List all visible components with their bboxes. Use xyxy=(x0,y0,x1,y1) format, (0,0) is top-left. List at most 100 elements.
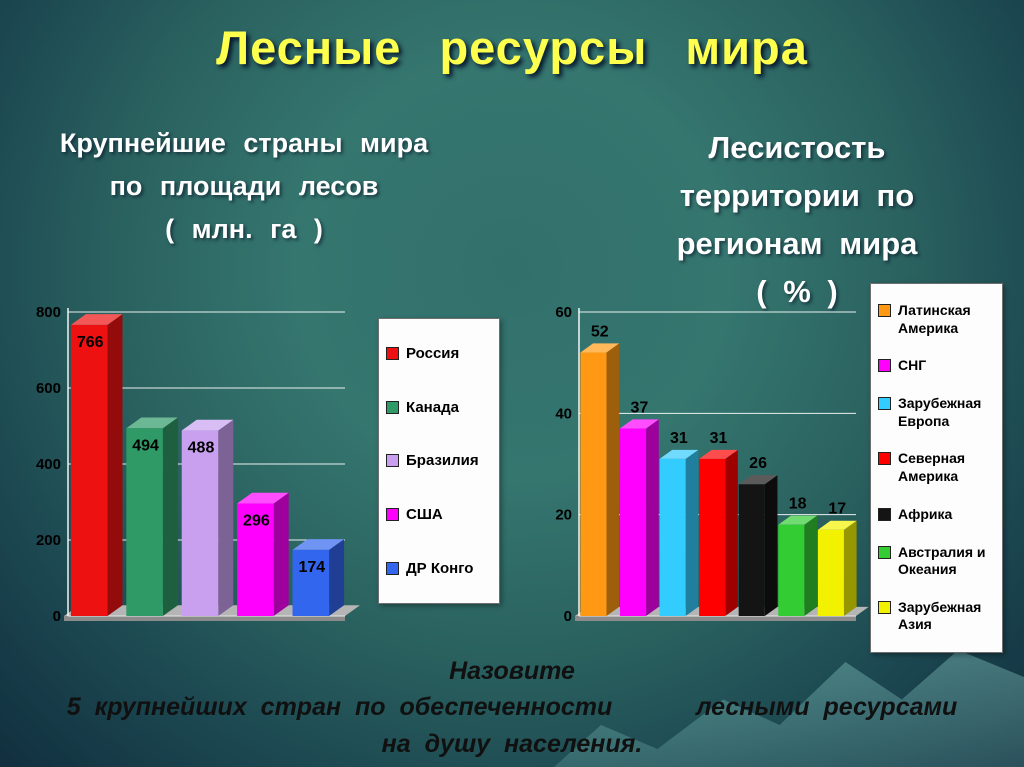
bar-front-face xyxy=(181,430,219,616)
legend-label: СНГ xyxy=(898,357,927,374)
legend-swatch xyxy=(878,304,891,318)
bar-front-face xyxy=(778,524,805,616)
bar-0: 766 xyxy=(70,314,123,616)
bar-side-face xyxy=(804,515,818,616)
forest-area-chart: 0 200 400 600 800 766 494 488 296 174 xyxy=(36,304,360,625)
bar-value-label: 52 xyxy=(591,323,609,340)
bar-top-face xyxy=(292,539,345,550)
bar-3: 31 xyxy=(699,430,738,616)
bar-top-face xyxy=(659,449,699,459)
y-tick-label: 200 xyxy=(36,532,61,549)
legend-swatch xyxy=(878,545,891,559)
legend-swatch xyxy=(386,347,399,361)
bar-value-label: 37 xyxy=(630,399,648,416)
bar-side-face xyxy=(606,343,620,616)
legend-item-0: Россия xyxy=(386,345,492,362)
bar-front-face xyxy=(237,503,274,616)
bar-value-label: 31 xyxy=(710,430,728,447)
bar-top-face xyxy=(181,419,234,431)
legend-item-2: Бразилия xyxy=(386,452,492,469)
legend-item-1: Канада xyxy=(386,399,492,416)
bar-value-label: 296 xyxy=(243,513,270,530)
legend-swatch xyxy=(878,359,891,373)
bar-front-face xyxy=(70,324,108,616)
y-tick-label: 20 xyxy=(555,507,572,524)
y-tick-label: 60 xyxy=(555,304,572,321)
legend-label: Африка xyxy=(898,505,953,522)
bar-1: 494 xyxy=(126,417,178,616)
bar-3: 296 xyxy=(237,492,289,616)
legend-swatch xyxy=(878,600,891,614)
bar-value-label: 488 xyxy=(188,440,215,457)
bar-4: 174 xyxy=(292,539,345,616)
bar-top-face xyxy=(619,419,659,429)
legend-label: США xyxy=(406,506,443,524)
bar-top-face xyxy=(699,449,738,459)
y-tick-label: 0 xyxy=(564,608,572,625)
bar-front-face xyxy=(580,352,607,616)
bar-side-face xyxy=(218,419,234,616)
legend-item-3: США xyxy=(386,506,492,523)
bar-value-label: 766 xyxy=(77,334,104,351)
bar-front-face xyxy=(292,549,330,616)
legend-label: Канада xyxy=(406,398,459,416)
bar-top-face xyxy=(817,520,857,530)
legend-label: Северная Америка xyxy=(898,450,966,484)
legend-swatch xyxy=(386,508,399,522)
bar-value-label: 31 xyxy=(670,430,688,447)
chart-floor-edge xyxy=(575,616,856,621)
bar-top-face xyxy=(580,343,620,353)
legend-item-0: Латинская Америка xyxy=(878,302,995,337)
forest-cover-legend: Латинская Америка СНГ Зарубежная Европа Сев… xyxy=(870,283,1003,653)
bar-value-label: 26 xyxy=(749,455,767,472)
bar-top-face xyxy=(738,475,778,485)
y-tick-label: 400 xyxy=(36,456,61,473)
legend-item-6: Зарубежная Азия xyxy=(878,599,995,634)
legend-label: Зарубежная Европа xyxy=(898,395,982,429)
bar-side-face xyxy=(273,492,289,616)
legend-label: Зарубежная Азия xyxy=(898,598,982,633)
legend-label: ДР Конго xyxy=(406,559,474,577)
bar-6: 17 xyxy=(817,501,857,616)
forest-area-chart-title: Крупнейшие страны мира по площади лесов … xyxy=(59,128,429,245)
legend-swatch xyxy=(878,452,891,466)
bar-top-face xyxy=(778,515,818,525)
legend-swatch xyxy=(878,397,891,411)
legend-label: Россия xyxy=(406,345,460,363)
bar-top-face xyxy=(70,314,123,325)
legend-item-4: ДР Конго xyxy=(386,560,492,577)
bar-side-face xyxy=(764,475,778,616)
bar-front-face xyxy=(738,484,765,616)
legend-swatch xyxy=(878,507,891,521)
forest-area-legend: Россия Канада Бразилия США ДР Конго xyxy=(378,318,500,604)
legend-label: Латинская Америка xyxy=(898,302,971,336)
bar-value-label: 174 xyxy=(298,559,325,576)
bar-front-face xyxy=(619,428,647,616)
bar-2: 488 xyxy=(181,419,234,616)
bar-side-face xyxy=(843,520,857,616)
legend-label: Бразилия xyxy=(406,452,479,470)
slide-title: Лесные ресурсы мира xyxy=(216,21,808,74)
chart-floor-edge xyxy=(64,616,345,621)
bar-value-label: 17 xyxy=(828,501,846,518)
bar-side-face xyxy=(162,417,178,616)
bar-4: 26 xyxy=(738,455,778,616)
bar-side-face xyxy=(646,419,659,616)
legend-item-1: СНГ xyxy=(878,357,995,375)
forest-cover-chart-title: Лесистость территории по регионам мира (… xyxy=(676,130,918,310)
bar-front-face xyxy=(126,428,163,616)
bar-front-face xyxy=(659,458,686,616)
legend-item-2: Зарубежная Европа xyxy=(878,395,995,430)
bar-side-face xyxy=(685,449,699,616)
legend-item-5: Австралия и Океания xyxy=(878,544,995,579)
y-tick-label: 600 xyxy=(36,380,61,397)
legend-item-4: Африка xyxy=(878,506,995,524)
bar-top-face xyxy=(126,417,178,429)
bar-side-face xyxy=(107,314,123,616)
bar-side-face xyxy=(725,449,738,616)
bar-value-label: 494 xyxy=(132,437,159,454)
bar-value-label: 18 xyxy=(789,496,807,513)
bar-front-face xyxy=(817,529,844,616)
question-text: Назовите 5 крупнейших стран по обеспечен… xyxy=(66,657,958,758)
